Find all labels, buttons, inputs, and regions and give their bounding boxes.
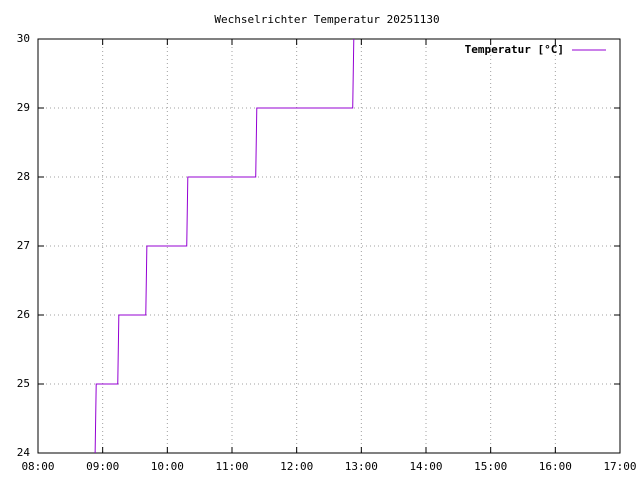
plot-border	[37, 38, 621, 454]
x-tick-label: 11:00	[215, 460, 248, 473]
legend-label: Temperatur [°C]	[465, 43, 564, 56]
x-tick-label: 14:00	[409, 460, 442, 473]
y-tick-label: 27	[17, 239, 30, 252]
x-tick-label: 10:00	[151, 460, 184, 473]
y-tick-label: 25	[17, 377, 30, 390]
x-tick-label: 13:00	[345, 460, 378, 473]
data-line	[94, 38, 355, 454]
chart-title: Wechselrichter Temperatur 20251130	[214, 13, 439, 26]
y-tick-label: 24	[17, 446, 31, 459]
y-tick-label: 30	[17, 32, 30, 45]
x-tick-label: 09:00	[86, 460, 119, 473]
x-tick-label: 16:00	[539, 460, 572, 473]
x-tick-label: 17:00	[603, 460, 636, 473]
x-tick-label: 08:00	[21, 460, 54, 473]
y-tick-label: 28	[17, 170, 30, 183]
y-tick-label: 29	[17, 101, 30, 114]
x-tick-label: 12:00	[280, 460, 313, 473]
y-tick-label: 26	[17, 308, 30, 321]
x-tick-label: 15:00	[474, 460, 507, 473]
